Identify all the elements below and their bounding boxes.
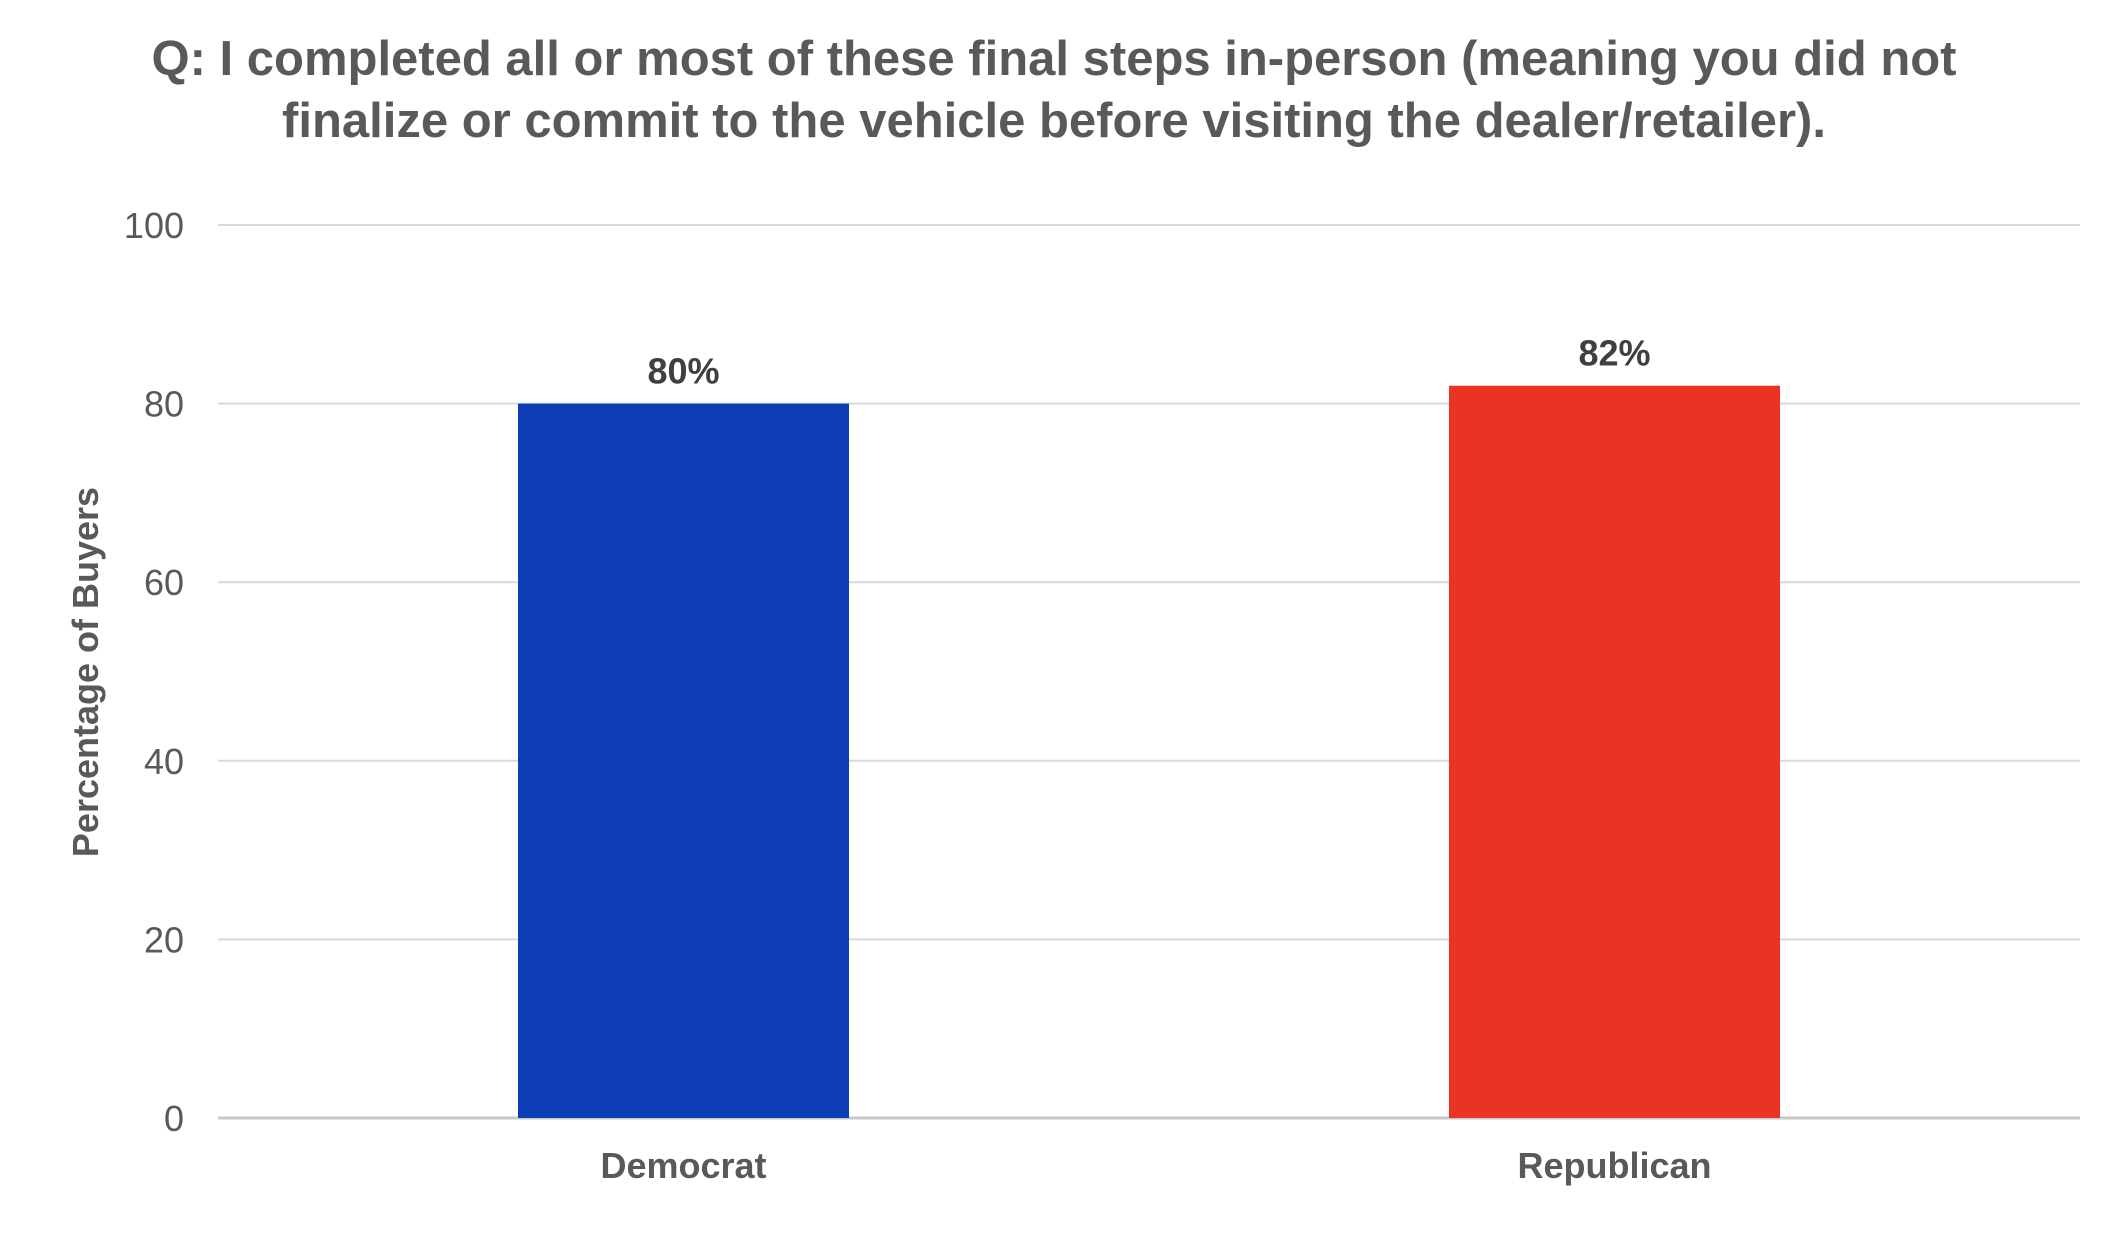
chart-title: Q: I completed all or most of these fina… (0, 28, 2108, 152)
y-axis-ticks: 0 20 40 60 80 100 (124, 205, 184, 1139)
bars (518, 385, 1780, 1119)
y-tick-label: 80 (144, 384, 184, 425)
data-labels: 80% 82% (647, 333, 1650, 392)
chart-title-line-1: Q: I completed all or most of these fina… (151, 32, 1957, 86)
y-tick-label: 60 (144, 562, 184, 603)
y-tick-label: 100 (124, 205, 184, 246)
y-tick-label: 40 (144, 741, 184, 782)
data-label: 80% (647, 351, 719, 392)
bar-democrat (518, 403, 849, 1119)
chart-title-line-2: finalize or commit to the vehicle before… (282, 94, 1826, 148)
x-category-label: Democrat (600, 1145, 766, 1186)
y-tick-label: 0 (164, 1098, 184, 1139)
x-category-label: Republican (1517, 1145, 1711, 1186)
gridlines (218, 224, 2080, 1120)
x-axis-categories: Democrat Republican (600, 1145, 1711, 1186)
bar-republican (1449, 385, 1780, 1118)
data-label: 82% (1578, 333, 1650, 374)
y-tick-label: 20 (144, 919, 184, 960)
